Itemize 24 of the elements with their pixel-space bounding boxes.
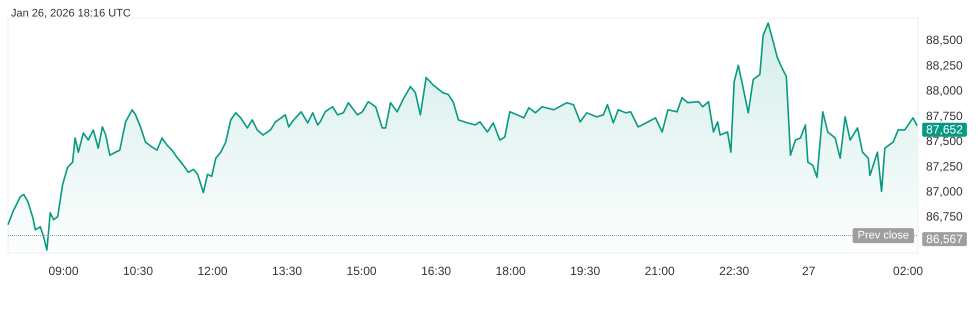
x-tick-label: 27 (802, 264, 816, 278)
x-tick-label: 13:30 (272, 264, 302, 278)
y-tick-label: 87,000 (926, 184, 964, 198)
annotation: 87,652 (926, 122, 964, 137)
y-tick-label: 87,750 (926, 108, 964, 123)
x-tick-label: 19:30 (570, 264, 600, 278)
x-tick-label: 22:30 (719, 264, 750, 278)
x-tick-label: 12:00 (198, 264, 228, 278)
x-tick-label: 15:00 (346, 264, 377, 278)
x-tick-label: 09:00 (48, 264, 79, 278)
x-tick-label: 10:30 (122, 264, 154, 278)
ref-line-label: Prev close (858, 230, 909, 242)
y-tick-label: 88,250 (926, 58, 964, 72)
y-tick-label: 86,750 (926, 210, 964, 224)
y-tick-label: 88,000 (926, 84, 964, 98)
x-tick-label: 16:30 (421, 264, 452, 278)
y-tick-label: 87,500 (926, 134, 964, 148)
y-tick-label: 87,250 (926, 159, 964, 174)
chart-title: Jan 26, 2026 18:16 UTC (11, 8, 131, 20)
annotation: 86,567 (926, 232, 964, 246)
x-tick-label: 02:00 (893, 264, 924, 278)
y-tick-label: 88,500 (926, 33, 964, 48)
x-tick-label: 18:00 (496, 264, 526, 278)
x-tick-label: 21:00 (644, 264, 675, 278)
